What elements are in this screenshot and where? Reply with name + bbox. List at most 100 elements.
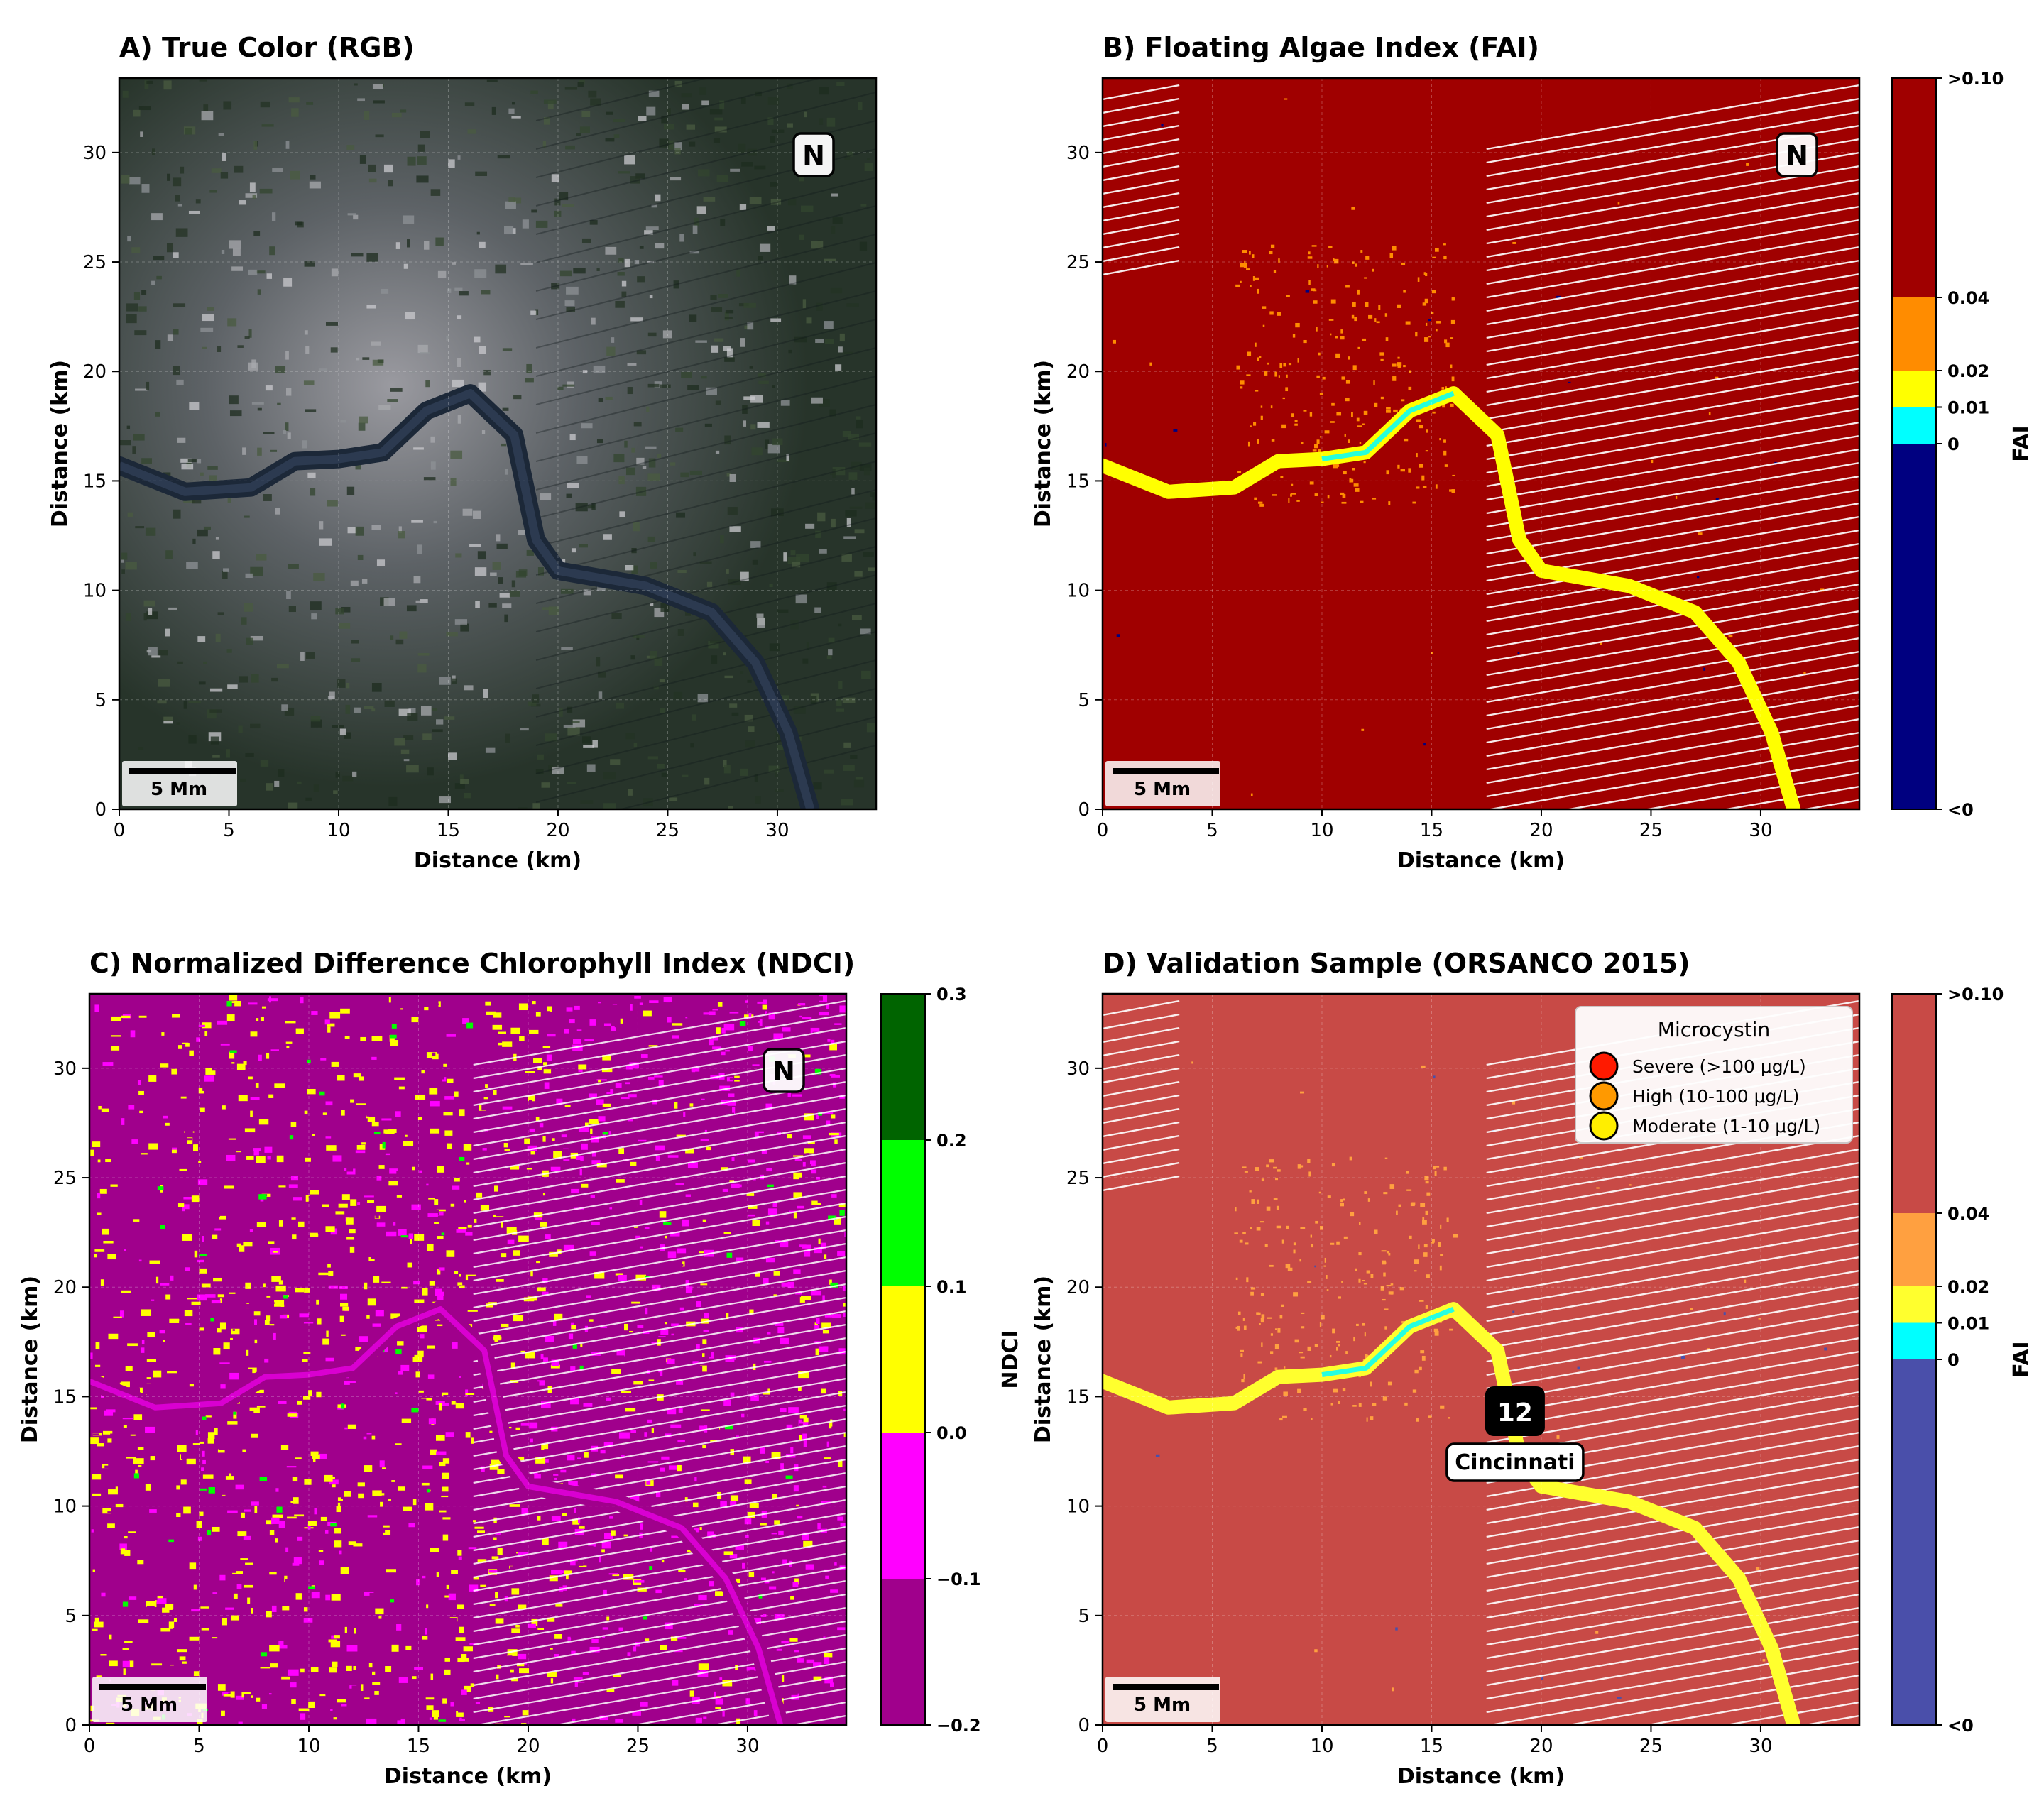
scan-stripe — [1103, 151, 1180, 168]
y-tick-label: 25 — [1066, 1168, 1090, 1189]
ndci-texture — [349, 1229, 356, 1234]
land-texture — [347, 527, 357, 534]
ndci-texture — [800, 1296, 811, 1300]
ndci-texture — [339, 1170, 346, 1173]
ndci-texture — [809, 1160, 816, 1166]
ndci-texture — [219, 1298, 223, 1303]
ndci-texture — [824, 1676, 834, 1684]
fai-speck — [1629, 1184, 1632, 1186]
land-texture — [477, 551, 486, 560]
land-texture — [566, 493, 572, 498]
ndci-texture — [568, 1381, 574, 1384]
y-tick-label: 20 — [83, 361, 106, 383]
ndci-texture — [838, 1713, 841, 1718]
ndci-texture — [319, 1560, 324, 1565]
fai-patch — [1404, 1402, 1408, 1406]
ndci-texture — [107, 1523, 115, 1528]
ndci-texture — [544, 1136, 550, 1141]
ndci-texture — [308, 1001, 319, 1007]
land-texture — [829, 409, 836, 417]
ndci-texture — [346, 1688, 356, 1692]
land-texture — [714, 338, 724, 342]
ndci-texture — [782, 1027, 791, 1032]
ndci-texture — [325, 1101, 333, 1106]
land-texture — [388, 180, 393, 187]
ndci-texture — [211, 1356, 219, 1364]
fai-patch — [1288, 498, 1290, 503]
ndci-texture — [329, 1012, 341, 1019]
colorbar-segment — [881, 1140, 925, 1286]
ndci-texture — [143, 1489, 146, 1494]
ndci-texture — [530, 1183, 540, 1189]
ndci-texture — [744, 1518, 752, 1525]
ndci-texture — [691, 1067, 700, 1072]
y-axis-label: Distance (km) — [1031, 360, 1056, 527]
land-texture — [868, 567, 875, 571]
ndci-texture — [625, 1078, 632, 1083]
ndci-texture — [383, 1525, 390, 1528]
ndci-texture — [503, 1603, 508, 1608]
ndci-texture — [672, 1680, 679, 1686]
ndci-texture — [90, 1407, 97, 1410]
fai-patch — [1274, 1328, 1277, 1330]
land-texture — [758, 380, 769, 385]
ndci-texture — [518, 1235, 529, 1242]
ndci-texture — [223, 1638, 226, 1643]
fai-patch — [1449, 489, 1454, 492]
fai-patch — [1256, 1227, 1261, 1231]
scan-stripe — [1486, 1660, 1859, 1725]
scan-stripe — [1486, 542, 1859, 609]
ndci-texture — [368, 1670, 373, 1678]
ndci-texture — [704, 1313, 709, 1318]
land-texture — [250, 723, 261, 729]
land-texture — [758, 256, 763, 261]
fai-speck — [1577, 1366, 1580, 1370]
land-texture — [325, 322, 339, 326]
land-texture — [757, 422, 770, 428]
ndci-texture — [663, 997, 672, 1002]
land-texture — [706, 581, 713, 587]
land-texture — [714, 126, 727, 133]
land-texture — [346, 145, 355, 150]
land-texture — [771, 129, 785, 133]
fai-patch — [1366, 1417, 1368, 1422]
ndci-texture — [788, 1693, 798, 1695]
land-texture — [736, 269, 740, 277]
land-texture — [598, 671, 606, 678]
fai-patch — [1439, 1265, 1442, 1271]
ndci-texture — [251, 1433, 258, 1438]
land-texture — [577, 82, 584, 88]
x-tick-label: 15 — [1420, 1736, 1443, 1757]
land-texture — [758, 373, 766, 378]
ndci-texture — [679, 1159, 688, 1163]
ndci-texture — [271, 1605, 277, 1612]
fai-patch — [1366, 1270, 1371, 1274]
ndci-texture — [341, 1492, 347, 1499]
ndci-texture — [141, 1340, 145, 1344]
ndci-texture — [697, 1058, 706, 1064]
land-texture — [661, 772, 667, 777]
fai-patch — [1242, 1166, 1247, 1168]
fai-patch — [1397, 464, 1400, 469]
ndci-texture — [616, 1179, 625, 1183]
ndci-texture — [811, 1169, 817, 1174]
land-texture — [405, 312, 416, 320]
land-texture — [460, 779, 469, 784]
fai-patch — [1426, 1274, 1430, 1278]
fai-patch — [1246, 1277, 1249, 1283]
ndci-texture — [573, 1677, 583, 1680]
ndci-texture — [464, 1685, 471, 1692]
land-texture — [357, 98, 366, 102]
ndci-texture — [637, 1325, 644, 1328]
ndci-texture — [201, 1022, 212, 1029]
ndci-green-patch — [229, 1050, 237, 1053]
ndci-texture — [346, 1217, 354, 1225]
ndci-texture — [247, 1174, 254, 1181]
ndci-texture — [637, 1291, 643, 1298]
ndci-texture — [279, 1720, 285, 1724]
land-texture — [450, 450, 463, 459]
land-texture — [648, 698, 658, 701]
ndci-texture — [132, 1642, 140, 1646]
land-texture — [645, 226, 659, 231]
